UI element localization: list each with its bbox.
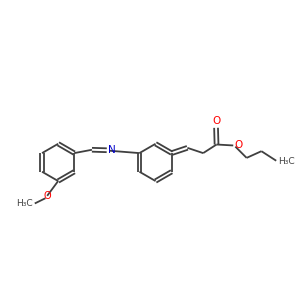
Text: O: O bbox=[212, 116, 220, 126]
Text: H₃C: H₃C bbox=[279, 157, 295, 166]
Text: O: O bbox=[234, 140, 242, 150]
Text: H₃C: H₃C bbox=[16, 199, 32, 208]
Text: O: O bbox=[44, 191, 51, 201]
Text: N: N bbox=[107, 145, 115, 155]
